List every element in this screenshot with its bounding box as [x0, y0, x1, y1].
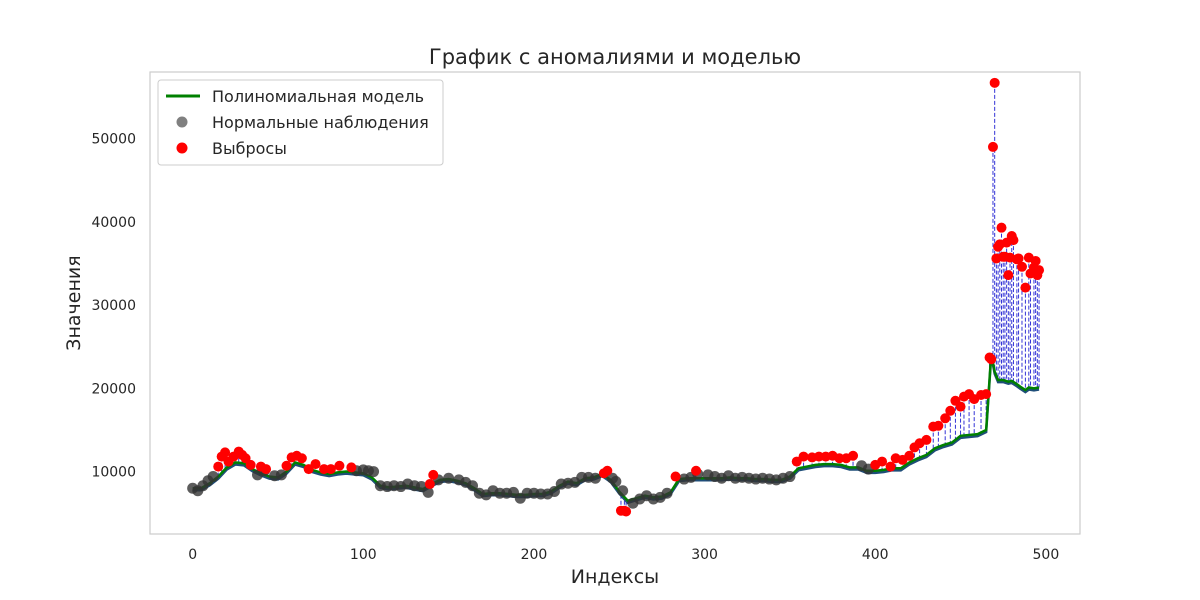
y-axis-ticks: 10000 20000 30000 40000 50000: [91, 132, 136, 481]
outlier-point: [691, 465, 702, 476]
x-axis-ticks: 0 100 200 300 400 500: [188, 547, 1059, 563]
normal-point: [443, 472, 455, 484]
outlier-points-group: [213, 77, 1045, 517]
normal-point: [368, 466, 380, 478]
outlier-point: [933, 420, 944, 431]
outlier-point: [424, 479, 435, 490]
normal-point: [784, 471, 796, 483]
normal-point: [207, 471, 219, 483]
x-tick-label: 100: [350, 547, 377, 563]
outlier-point: [428, 469, 439, 480]
plot-frame: [149, 71, 1081, 535]
outlier-point: [996, 222, 1007, 233]
legend-label-normal: Нормальные наблюдения: [212, 113, 429, 132]
outlier-point: [986, 354, 997, 365]
normal-point: [422, 486, 434, 498]
normal-point: [610, 476, 622, 488]
outlier-point: [848, 450, 859, 461]
outlier-point: [1016, 261, 1027, 272]
x-tick-label: 200: [521, 547, 548, 563]
outlier-point: [281, 460, 292, 471]
outlier-point: [981, 389, 992, 400]
outlier-point: [213, 461, 224, 472]
outlier-point: [955, 401, 966, 412]
outlier-point: [220, 447, 231, 458]
outlier-point: [670, 471, 681, 482]
outlier-point: [904, 450, 915, 461]
outlier-point: [987, 141, 998, 152]
legend: Полиномиальная модель Нормальные наблюде…: [157, 79, 444, 166]
y-tick-label: 20000: [91, 381, 136, 397]
y-tick-label: 50000: [91, 132, 136, 148]
outlier-point: [877, 456, 888, 467]
x-tick-label: 500: [1033, 547, 1060, 563]
normal-point: [467, 480, 479, 492]
outlier-point: [1020, 282, 1031, 293]
outlier-point: [1008, 235, 1019, 246]
x-axis-label: Индексы: [571, 566, 659, 588]
y-tick-label: 30000: [91, 298, 136, 314]
outlier-point: [885, 461, 896, 472]
outlier-point: [296, 453, 307, 464]
normal-point: [617, 485, 629, 497]
outlier-point: [945, 405, 956, 416]
legend-box: [157, 79, 444, 166]
outlier-point: [245, 459, 256, 470]
legend-outlier-marker: [176, 142, 188, 154]
chart-title: График с аномалиями и моделью: [429, 45, 801, 69]
outlier-point: [346, 462, 357, 473]
legend-label-model: Полиномиальная модель: [212, 87, 424, 106]
x-tick-label: 0: [188, 547, 197, 563]
y-axis-label: Значения: [63, 255, 85, 350]
outlier-point: [1003, 270, 1014, 281]
x-tick-label: 300: [691, 547, 718, 563]
normal-point: [548, 486, 560, 498]
outlier-point: [989, 77, 1000, 88]
outlier-point: [602, 465, 613, 476]
legend-normal-marker: [176, 116, 188, 128]
normal-point: [589, 472, 601, 484]
legend-label-outliers: Выбросы: [212, 139, 287, 158]
outlier-point: [940, 413, 951, 424]
outlier-point: [261, 464, 272, 475]
outlier-point: [334, 460, 345, 471]
outlier-point: [798, 451, 809, 462]
outlier-point: [1013, 253, 1024, 264]
normal-point: [275, 469, 287, 481]
outlier-point: [1034, 265, 1045, 276]
outlier-point: [921, 434, 932, 445]
outlier-point: [310, 459, 321, 470]
outlier-point: [1030, 255, 1041, 266]
outlier-point: [325, 464, 336, 475]
x-tick-label: 400: [862, 547, 889, 563]
outlier-point: [621, 506, 632, 517]
y-tick-label: 10000: [91, 465, 136, 481]
normal-point: [661, 487, 673, 499]
y-tick-label: 40000: [91, 215, 136, 231]
